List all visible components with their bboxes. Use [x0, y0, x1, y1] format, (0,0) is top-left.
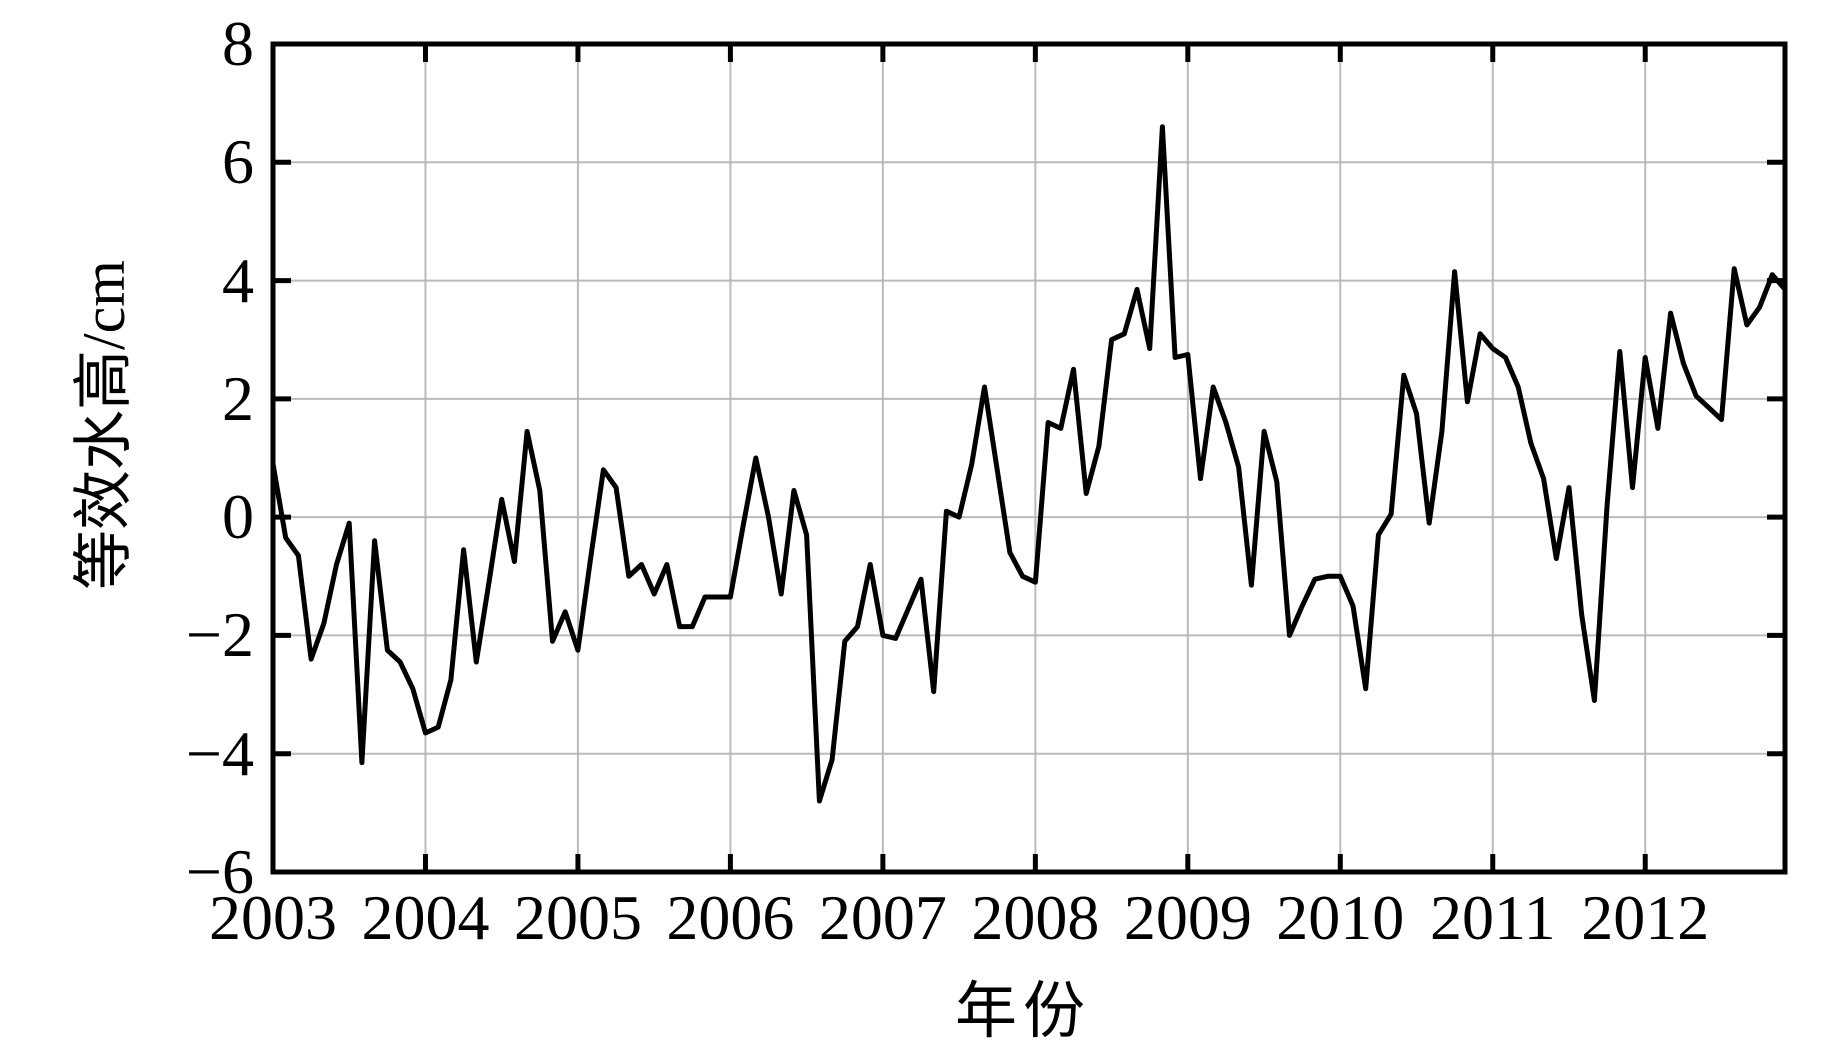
- x-tick-label: 2012: [1581, 882, 1710, 953]
- x-tick-label: 2006: [666, 882, 795, 953]
- y-tick-label: −6: [185, 836, 254, 907]
- x-tick-label: 2005: [513, 882, 642, 953]
- y-tick-label: 2: [222, 362, 254, 434]
- x-tick-label: 2004: [361, 882, 490, 953]
- y-tick-label: −2: [185, 599, 254, 671]
- y-tick-label: 8: [222, 8, 254, 79]
- y-tick-label: 0: [222, 481, 254, 553]
- axes-frame: [270, 41, 1788, 875]
- y-tick-label: −4: [185, 717, 254, 789]
- y-axis-title: 等效水高/cm: [71, 260, 137, 590]
- y-tick-label: 6: [222, 126, 254, 198]
- y-tick-label: 4: [222, 244, 254, 316]
- x-tick-label: 2010: [1276, 882, 1405, 953]
- x-tick-label: 2011: [1429, 882, 1556, 953]
- x-axis-title: 年份: [954, 978, 1092, 1046]
- x-tick-label: 2007: [818, 882, 947, 953]
- x-tick-label: 2009: [1123, 882, 1252, 953]
- x-tick-label: 2008: [971, 882, 1100, 953]
- data-line-series: [270, 124, 1788, 804]
- x-tick-label: 2003: [209, 882, 337, 953]
